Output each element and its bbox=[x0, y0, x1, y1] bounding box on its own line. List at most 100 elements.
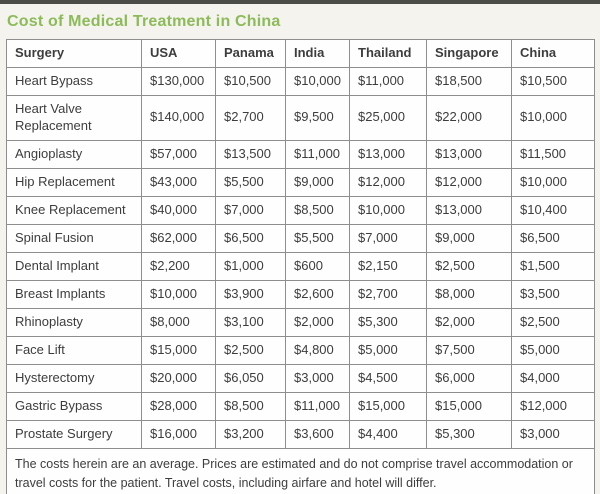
column-header-india: India bbox=[285, 39, 350, 68]
price-cell: $5,000 bbox=[511, 335, 595, 365]
price-cell: $6,500 bbox=[511, 223, 595, 253]
price-cell: $4,500 bbox=[349, 363, 427, 393]
price-cell: $4,400 bbox=[349, 419, 427, 449]
price-cell: $8,000 bbox=[426, 279, 512, 309]
price-cell: $10,000 bbox=[141, 279, 216, 309]
top-border-bar bbox=[0, 0, 600, 4]
table-row: Face Lift $15,000 $2,500 $4,800 $5,000 $7,500… bbox=[6, 335, 595, 365]
price-cell: $11,000 bbox=[349, 67, 427, 96]
price-cell: $6,000 bbox=[426, 363, 512, 393]
page-title: Cost of Medical Treatment in China bbox=[7, 13, 281, 30]
price-cell: $62,000 bbox=[141, 223, 216, 253]
price-cell: $4,000 bbox=[511, 363, 595, 393]
column-header-usa: USA bbox=[141, 39, 216, 68]
column-header-thailand: Thailand bbox=[349, 39, 427, 68]
price-cell: $7,500 bbox=[426, 335, 512, 365]
price-cell: $22,000 bbox=[426, 95, 512, 141]
price-cell: $2,700 bbox=[215, 95, 286, 141]
price-cell: $1,000 bbox=[215, 251, 286, 281]
price-cell: $9,500 bbox=[285, 95, 350, 141]
price-cell: $2,600 bbox=[285, 279, 350, 309]
price-cell: $600 bbox=[285, 251, 350, 281]
price-cell: $11,000 bbox=[285, 391, 350, 421]
price-cell: $10,000 bbox=[349, 195, 427, 225]
price-cell: $20,000 bbox=[141, 363, 216, 393]
price-cell: $5,500 bbox=[285, 223, 350, 253]
footnote-text: The costs herein are an average. Prices … bbox=[6, 447, 595, 494]
surgery-name-cell: Breast Implants bbox=[6, 279, 142, 309]
price-cell: $43,000 bbox=[141, 167, 216, 197]
column-header-surgery: Surgery bbox=[6, 39, 142, 68]
table-row: Knee Replacement $40,000 $7,000 $8,500 $10,0… bbox=[6, 195, 595, 225]
price-cell: $2,700 bbox=[349, 279, 427, 309]
table-row: Prostate Surgery $16,000 $3,200 $3,600 $4,40… bbox=[6, 419, 595, 449]
price-cell: $12,000 bbox=[511, 391, 595, 421]
price-cell: $40,000 bbox=[141, 195, 216, 225]
price-cell: $8,500 bbox=[215, 391, 286, 421]
price-cell: $13,000 bbox=[426, 139, 512, 169]
price-cell: $3,000 bbox=[285, 363, 350, 393]
price-cell: $140,000 bbox=[141, 95, 216, 141]
price-cell: $28,000 bbox=[141, 391, 216, 421]
table-row: Hysterectomy $20,000 $6,050 $3,000 $4,500 $6,… bbox=[6, 363, 595, 393]
price-cell: $12,000 bbox=[349, 167, 427, 197]
surgery-name-cell: Hysterectomy bbox=[6, 363, 142, 393]
price-cell: $16,000 bbox=[141, 419, 216, 449]
surgery-name-cell: Heart Bypass bbox=[6, 67, 142, 96]
price-cell: $2,150 bbox=[349, 251, 427, 281]
price-cell: $9,000 bbox=[285, 167, 350, 197]
price-cell: $15,000 bbox=[426, 391, 512, 421]
table-row: Dental Implant $2,200 $1,000 $600 $2,150 $2,5… bbox=[6, 251, 595, 281]
price-cell: $130,000 bbox=[141, 67, 216, 96]
table-row: Hip Replacement $43,000 $5,500 $9,000 $12,00… bbox=[6, 167, 595, 197]
table-row: Heart Bypass $130,000 $10,500 $10,000 $11,00… bbox=[6, 67, 595, 96]
price-cell: $13,000 bbox=[349, 139, 427, 169]
price-cell: $3,600 bbox=[285, 419, 350, 449]
price-cell: $3,100 bbox=[215, 307, 286, 337]
price-cell: $7,000 bbox=[215, 195, 286, 225]
price-cell: $7,000 bbox=[349, 223, 427, 253]
price-cell: $12,000 bbox=[426, 167, 512, 197]
table-row: Gastric Bypass $28,000 $8,500 $11,000 $15,00… bbox=[6, 391, 595, 421]
price-cell: $18,500 bbox=[426, 67, 512, 96]
price-cell: $3,200 bbox=[215, 419, 286, 449]
price-cell: $6,500 bbox=[215, 223, 286, 253]
price-cell: $2,000 bbox=[285, 307, 350, 337]
price-cell: $9,000 bbox=[426, 223, 512, 253]
price-cell: $13,000 bbox=[426, 195, 512, 225]
column-header-china: China bbox=[511, 39, 595, 68]
price-cell: $3,900 bbox=[215, 279, 286, 309]
surgery-name-cell: Rhinoplasty bbox=[6, 307, 142, 337]
table-row: Heart Valve Replacement $140,000 $2,700 $9,… bbox=[6, 95, 595, 141]
column-header-singapore: Singapore bbox=[426, 39, 512, 68]
price-cell: $15,000 bbox=[349, 391, 427, 421]
price-cell: $4,800 bbox=[285, 335, 350, 365]
surgery-name-cell: Gastric Bypass bbox=[6, 391, 142, 421]
price-cell: $6,050 bbox=[215, 363, 286, 393]
price-cell: $15,000 bbox=[141, 335, 216, 365]
medical-cost-table: Surgery USA Panama India Thailand Singapore Ch… bbox=[6, 39, 595, 494]
price-cell: $8,000 bbox=[141, 307, 216, 337]
price-cell: $10,000 bbox=[511, 167, 595, 197]
table-row: Angioplasty $57,000 $13,500 $11,000 $13,000 $… bbox=[6, 139, 595, 169]
price-cell: $5,000 bbox=[349, 335, 427, 365]
price-cell: $10,500 bbox=[511, 67, 595, 96]
surgery-name-cell: Face Lift bbox=[6, 335, 142, 365]
price-cell: $5,500 bbox=[215, 167, 286, 197]
table-body: Heart Bypass $130,000 $10,500 $10,000 $11,00… bbox=[6, 67, 595, 449]
price-cell: $2,000 bbox=[426, 307, 512, 337]
price-cell: $10,400 bbox=[511, 195, 595, 225]
price-cell: $2,500 bbox=[215, 335, 286, 365]
price-cell: $3,500 bbox=[511, 279, 595, 309]
price-cell: $10,000 bbox=[511, 95, 595, 141]
footnote-row: The costs herein are an average. Prices … bbox=[6, 447, 595, 494]
price-cell: $13,500 bbox=[215, 139, 286, 169]
price-cell: $5,300 bbox=[426, 419, 512, 449]
table-row: Breast Implants $10,000 $3,900 $2,600 $2,700… bbox=[6, 279, 595, 309]
price-cell: $10,500 bbox=[215, 67, 286, 96]
price-cell: $5,300 bbox=[349, 307, 427, 337]
surgery-name-cell: Spinal Fusion bbox=[6, 223, 142, 253]
price-cell: $57,000 bbox=[141, 139, 216, 169]
price-cell: $11,500 bbox=[511, 139, 595, 169]
price-cell: $10,000 bbox=[285, 67, 350, 96]
